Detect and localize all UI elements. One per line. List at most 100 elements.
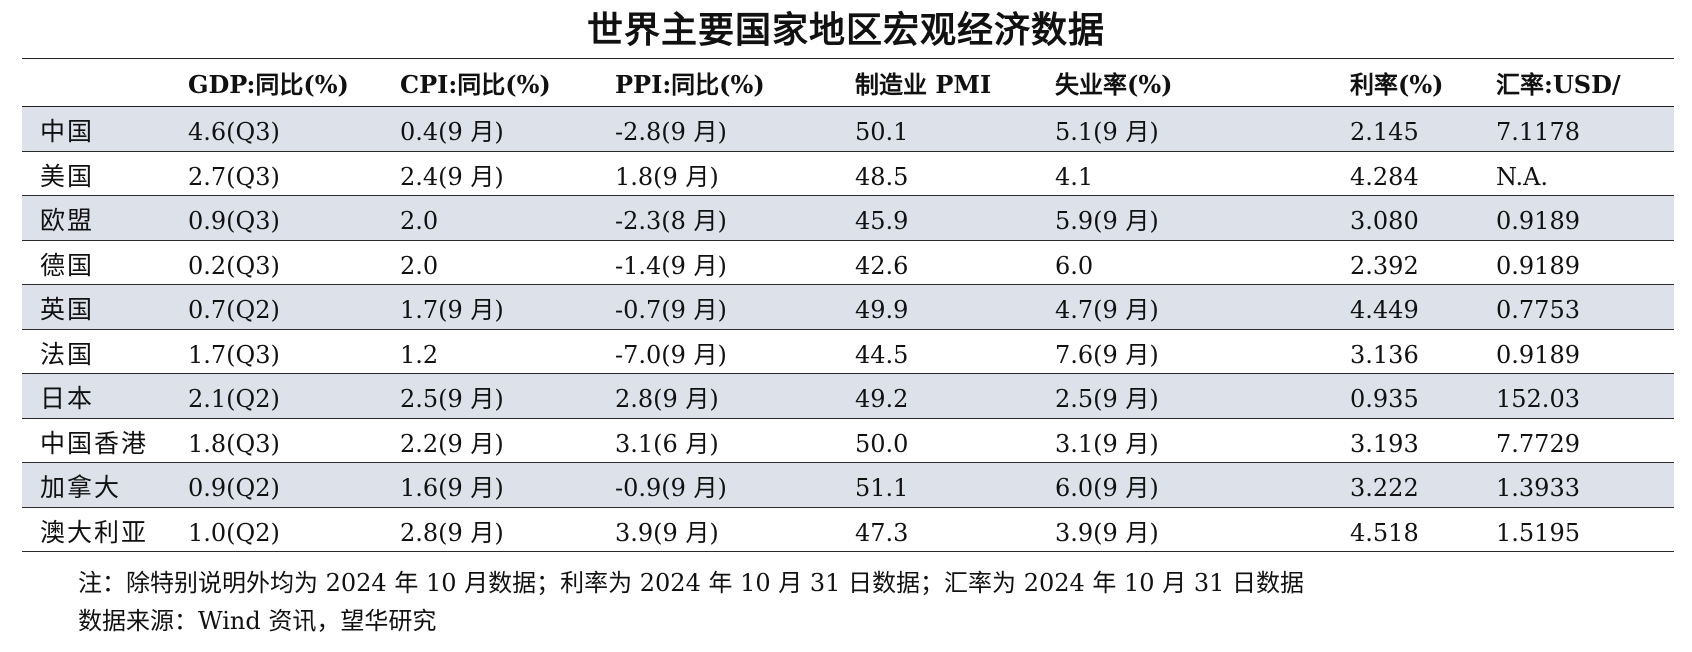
cpi-value: 1.7(9 月) — [400, 296, 504, 324]
exchange-rate-value: 1.5195 — [1496, 518, 1580, 547]
cpi-value: 0.4(9 月) — [400, 118, 504, 146]
interest-rate-value: 4.284 — [1350, 162, 1419, 191]
interest-rate-value: 4.449 — [1350, 296, 1419, 324]
table-row: 美国 2.7(Q3) 2.4(9 月) 1.8(9 月) 48.5 4.1 4.284 N.A… — [22, 152, 1674, 196]
table-header: GDP:同比(%) CPI:同比(%) PPI:同比(%) 制造业 PMI 失业… — [22, 62, 1674, 106]
exchange-rate-value: 7.1178 — [1496, 118, 1580, 146]
interest-rate-value: 2.392 — [1350, 251, 1419, 280]
pmi-value: 42.6 — [855, 251, 909, 280]
pmi-value: 44.5 — [855, 340, 909, 369]
gdp-value: 2.7(Q3) — [188, 162, 280, 191]
unemployment-value: 4.1 — [1055, 162, 1094, 191]
unemployment-value: 3.1(9 月) — [1055, 429, 1159, 458]
column-header-gdp: GDP:同比(%) — [188, 70, 349, 99]
interest-rate-value: 3.136 — [1350, 340, 1419, 369]
gdp-value: 1.7(Q3) — [188, 340, 280, 369]
ppi-value: -0.7(9 月) — [615, 296, 727, 324]
exchange-rate-value: 0.9189 — [1496, 207, 1580, 235]
ppi-value: -2.8(9 月) — [615, 118, 727, 146]
cpi-value: 1.6(9 月) — [400, 474, 504, 502]
region-name: 美国 — [40, 161, 95, 191]
table-row: 法国 1.7(Q3) 1.2 -7.0(9 月) 44.5 7.6(9 月) 3.136 0.… — [22, 330, 1674, 374]
interest-rate-value: 3.193 — [1350, 429, 1419, 458]
ppi-value: 2.8(9 月) — [615, 385, 719, 413]
table-row: 中国香港 1.8(Q3) 2.2(9 月) 3.1(6 月) 50.0 3.1(9 月) 3… — [22, 419, 1674, 463]
exchange-rate-value: 0.7753 — [1496, 296, 1580, 324]
ppi-value: -1.4(9 月) — [615, 251, 727, 280]
ppi-value: -0.9(9 月) — [615, 474, 727, 502]
ppi-value: 1.8(9 月) — [615, 162, 719, 191]
page-title: 世界主要国家地区宏观经济数据 — [586, 9, 1105, 51]
region-name: 德国 — [40, 250, 95, 280]
region-name: 法国 — [40, 339, 95, 369]
data-source: 数据来源：Wind 资讯，望华研究 — [78, 607, 437, 635]
gdp-value: 0.9(Q2) — [188, 474, 280, 502]
column-header-exchange-rate: 汇率:USD/ — [1496, 70, 1621, 99]
cpi-value: 2.5(9 月) — [400, 385, 504, 413]
cpi-value: 2.2(9 月) — [400, 429, 504, 458]
gdp-value: 0.7(Q2) — [188, 296, 280, 324]
gdp-value: 4.6(Q3) — [188, 118, 280, 146]
pmi-value: 45.9 — [855, 207, 909, 235]
unemployment-value: 6.0 — [1055, 251, 1094, 280]
gdp-value: 1.8(Q3) — [188, 429, 280, 458]
cpi-value: 2.4(9 月) — [400, 162, 504, 191]
region-name: 澳大利亚 — [40, 517, 149, 547]
exchange-rate-value: 0.9189 — [1496, 340, 1580, 369]
unemployment-value: 7.6(9 月) — [1055, 340, 1159, 369]
pmi-value: 48.5 — [855, 162, 909, 191]
interest-rate-value: 2.145 — [1350, 118, 1419, 146]
exchange-rate-value: 152.03 — [1496, 385, 1580, 413]
table-note: 注：除特别说明外均为 2024 年 10 月数据；利率为 2024 年 10 月… — [78, 569, 1304, 597]
exchange-rate-value: 1.3933 — [1496, 474, 1580, 502]
unemployment-value: 5.9(9 月) — [1055, 207, 1159, 235]
table-row: 澳大利亚 1.0(Q2) 2.8(9 月) 3.9(9 月) 47.3 3.9(9 月) 4… — [22, 508, 1674, 552]
ppi-value: -7.0(9 月) — [615, 340, 727, 369]
gdp-value: 1.0(Q2) — [188, 518, 280, 547]
pmi-value: 50.0 — [855, 429, 909, 458]
interest-rate-value: 3.222 — [1350, 474, 1419, 502]
column-header-pmi: 制造业 PMI — [855, 70, 992, 99]
column-header-interest-rate: 利率(%) — [1350, 70, 1444, 99]
top-rule — [22, 58, 1674, 59]
table-row: 加拿大 0.9(Q2) 1.6(9 月) -0.9(9 月) 51.1 6.0(9 月) 3… — [22, 463, 1674, 508]
table-row: 欧盟 0.9(Q3) 2.0 -2.3(8 月) 45.9 5.9(9 月) 3.080 0.… — [22, 196, 1674, 241]
pmi-value: 49.2 — [855, 385, 909, 413]
unemployment-value: 4.7(9 月) — [1055, 296, 1159, 324]
unemployment-value: 5.1(9 月) — [1055, 118, 1159, 146]
region-name: 欧盟 — [40, 206, 95, 235]
region-name: 日本 — [40, 384, 95, 413]
ppi-value: 3.9(9 月) — [615, 518, 719, 547]
ppi-value: 3.1(6 月) — [615, 429, 719, 458]
table-row: 中国 4.6(Q3) 0.4(9 月) -2.8(9 月) 50.1 5.1(9 月) 2.… — [22, 107, 1674, 152]
pmi-value: 49.9 — [855, 296, 909, 324]
gdp-value: 2.1(Q2) — [188, 385, 280, 413]
pmi-value: 50.1 — [855, 118, 909, 146]
unemployment-value: 2.5(9 月) — [1055, 385, 1159, 413]
region-name: 中国 — [40, 117, 95, 146]
table-row: 英国 0.7(Q2) 1.7(9 月) -0.7(9 月) 49.9 4.7(9 月) 4.… — [22, 285, 1674, 330]
gdp-value: 0.9(Q3) — [188, 207, 280, 235]
pmi-value: 47.3 — [855, 518, 909, 547]
column-header-ppi: PPI:同比(%) — [615, 70, 765, 99]
pmi-value: 51.1 — [855, 474, 909, 502]
region-name: 英国 — [40, 295, 95, 324]
cpi-value: 2.8(9 月) — [400, 518, 504, 547]
table-row: 德国 0.2(Q3) 2.0 -1.4(9 月) 42.6 6.0 2.392 0.9189 — [22, 241, 1674, 285]
column-header-cpi: CPI:同比(%) — [400, 70, 551, 99]
gdp-value: 0.2(Q3) — [188, 251, 280, 280]
ppi-value: -2.3(8 月) — [615, 207, 727, 235]
exchange-rate-value: 0.9189 — [1496, 251, 1580, 280]
unemployment-value: 3.9(9 月) — [1055, 518, 1159, 547]
exchange-rate-value: N.A. — [1496, 162, 1549, 191]
region-name: 中国香港 — [40, 428, 149, 458]
interest-rate-value: 3.080 — [1350, 207, 1419, 235]
table-body: 中国 4.6(Q3) 0.4(9 月) -2.8(9 月) 50.1 5.1(9 月) 2.… — [22, 107, 1674, 552]
cpi-value: 2.0 — [400, 207, 439, 235]
cpi-value: 2.0 — [400, 251, 439, 280]
interest-rate-value: 0.935 — [1350, 385, 1419, 413]
exchange-rate-value: 7.7729 — [1496, 429, 1580, 458]
region-name: 加拿大 — [40, 473, 122, 502]
header-rule — [22, 106, 1674, 107]
